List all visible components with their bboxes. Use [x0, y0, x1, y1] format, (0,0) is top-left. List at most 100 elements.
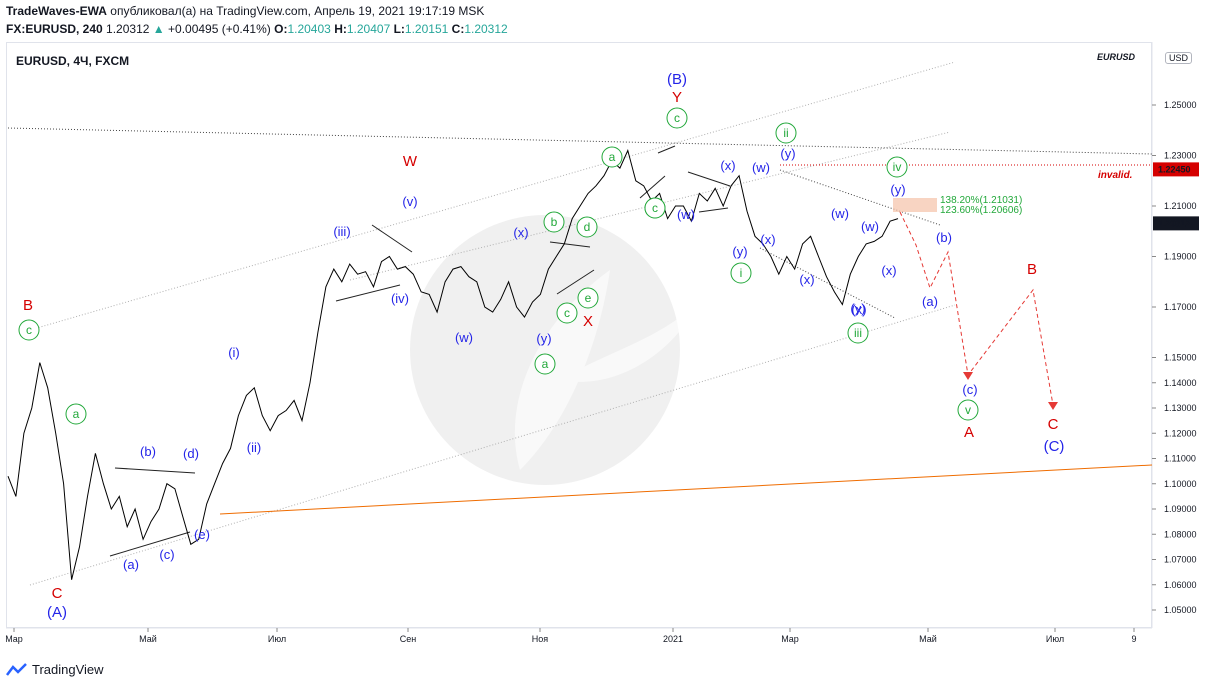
wave-label-blue: (C)	[1044, 438, 1065, 455]
price-change: +0.00495 (+0.41%)	[168, 22, 271, 36]
time-tick-label: 9	[1131, 634, 1136, 644]
wave-circle	[644, 197, 666, 219]
currency-button[interactable]: USD	[1165, 52, 1193, 64]
wave-label-blue: (x)	[760, 232, 775, 247]
price-marker-last[interactable]: 1.20312	[1153, 216, 1199, 231]
projection-path	[899, 211, 1054, 406]
wave-label-green: i	[730, 262, 752, 284]
wave-label-blue: (i)	[228, 345, 240, 360]
wave-circle	[775, 122, 797, 144]
wave-label-green: c	[18, 319, 40, 341]
wave-circle	[957, 399, 979, 421]
wave-label-red: W	[403, 153, 418, 170]
wave-label-blue: (x)	[513, 225, 528, 240]
wave-circle	[18, 319, 40, 341]
wave-circle	[556, 302, 578, 324]
price-marker-label: 1.22450	[1158, 164, 1191, 174]
up-arrow-icon: ▲	[152, 22, 165, 36]
time-tick-label: Июл	[268, 634, 286, 644]
wave-label-blue: (a)	[123, 557, 139, 572]
wave-label-blue: (w)	[752, 160, 770, 175]
wave-label-green: iii	[847, 322, 869, 344]
time-tick-label: Мар	[5, 634, 23, 644]
wave-label-red: B	[23, 297, 33, 314]
wave-label-blue: (v)	[402, 194, 417, 209]
wave-circle	[534, 353, 556, 375]
wave-circle	[886, 156, 908, 178]
wave-label-blue: (b)	[936, 230, 952, 245]
wave-circle-text: c	[564, 306, 570, 320]
wave-label-blue: (c)	[962, 382, 977, 397]
fib-zone[interactable]	[893, 198, 937, 212]
wave-label-blue: (y)	[732, 244, 747, 259]
close-value: 1.20312	[464, 22, 508, 36]
time-tick-label: Мар	[781, 634, 799, 644]
pair-tag: EURUSD	[1097, 52, 1136, 62]
wave-circle	[576, 216, 598, 238]
symbol-line: FX:EURUSD, 240	[6, 22, 103, 36]
wave-label-blue: (b)	[140, 444, 156, 459]
wave-circle-text: i	[740, 266, 743, 280]
tradingview-brand: TradingView	[32, 662, 104, 677]
wave-label-red: C	[52, 585, 63, 602]
price-axis[interactable]: 1.05000 1.06000 1.07000 1.08000 1.09000 1.100…	[1151, 42, 1197, 628]
price-marker-invalidation[interactable]: 1.22450	[1153, 162, 1199, 177]
price-tick-label: 1.19000	[1164, 252, 1197, 262]
author-name[interactable]: TradeWaves-EWA	[6, 4, 107, 18]
wave-label-green: ii	[775, 122, 797, 144]
wave-label-blue: (y)	[890, 182, 905, 197]
wave-label-blue: (w)	[677, 207, 695, 222]
wave-label-green: d	[576, 216, 598, 238]
wave-circle-text: a	[609, 150, 616, 164]
time-tick-label: Май	[139, 634, 157, 644]
wave-label-blue: (x)	[881, 263, 896, 278]
wave-label-blue: (w)	[455, 330, 473, 345]
wave-circle-text: iii	[854, 326, 862, 340]
wave-label-blue: (w)	[831, 206, 849, 221]
fib-level-label: 138.20%(1.21031)	[940, 195, 1022, 206]
price-tick-label: 1.23000	[1164, 151, 1197, 161]
chart-symbol-title: EURUSD, 4Ч, FXCM	[16, 54, 130, 68]
time-axis[interactable]: Мар Май Июл Сен Ноя 2021 Мар Май Июл 9	[5, 627, 1152, 644]
wave-label-blue: (y)	[780, 146, 795, 161]
wave-circle	[601, 146, 623, 168]
wave-label-green: a	[65, 403, 87, 425]
wave-label-blue: (e)	[194, 527, 210, 542]
price-tick-label: 1.05000	[1164, 605, 1197, 615]
wave-circle-text: iv	[893, 160, 902, 174]
wave-circle-text: e	[585, 291, 592, 305]
wave-label-red: C	[1048, 416, 1059, 433]
wave-label-green: a	[534, 353, 556, 375]
wave-circle-text: b	[551, 215, 558, 229]
price-series-line[interactable]	[7, 149, 899, 580]
tradingview-logo-icon	[6, 662, 27, 676]
time-tick-label: 2021	[663, 634, 683, 644]
price-tick-label: 1.08000	[1164, 529, 1197, 539]
wave-circle-text: c	[674, 111, 680, 125]
open-label: O:	[274, 22, 288, 36]
wave-label-blue: (x)	[851, 302, 866, 317]
wave-circle	[730, 262, 752, 284]
wave-label-green: c	[556, 302, 578, 324]
wave-circle	[577, 287, 599, 309]
wave-label-blue: (x)	[799, 272, 814, 287]
wave-label-green: c	[644, 197, 666, 219]
wave-circle-text: c	[652, 201, 658, 215]
projection-arrow-icon	[963, 372, 973, 380]
price-tick-label: 1.06000	[1164, 580, 1197, 590]
price-tick-label: 1.15000	[1164, 353, 1197, 363]
wave-circle	[543, 211, 565, 233]
price-marker-box	[1153, 162, 1199, 177]
high-label: H:	[334, 22, 347, 36]
wave-circle-text: ii	[783, 126, 788, 140]
publication-header: TradeWaves-EWA опубликовал(а) на Trading…	[6, 4, 484, 18]
price-tick-label: 1.14000	[1164, 378, 1197, 388]
published-text: опубликовал(а) на TradingView.com, Апрел…	[110, 4, 485, 18]
wave-label-green: c	[666, 107, 688, 129]
wave-label-blue: (iv)	[391, 291, 409, 306]
wave-circle-text: d	[584, 220, 591, 234]
tradingview-footer[interactable]: TradingView	[6, 662, 104, 677]
time-tick-label: Ноя	[532, 634, 549, 644]
price-tick-label: 1.10000	[1164, 479, 1197, 489]
